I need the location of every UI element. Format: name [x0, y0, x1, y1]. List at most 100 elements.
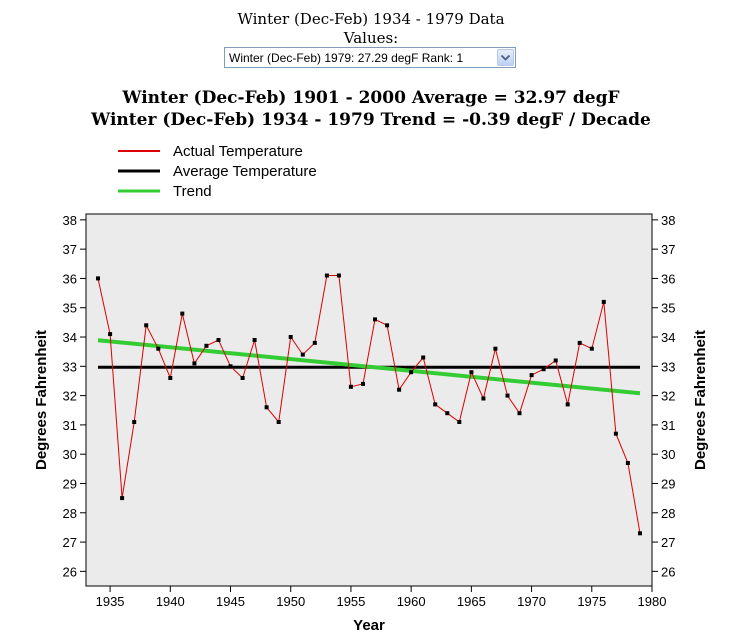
average-text: Winter (Dec-Feb) 1901 - 2000 Average = 3… [122, 88, 620, 108]
y-tick-label-right: 35 [661, 301, 675, 316]
y-axis-label-right: Degrees Fahrenheit [692, 330, 709, 470]
data-point [216, 338, 221, 342]
y-tick-label-right: 34 [661, 330, 675, 345]
legend-label: Average Temperature [173, 163, 317, 180]
data-point [613, 431, 618, 436]
data-point [324, 273, 329, 278]
y-tick-label-left: 30 [63, 447, 77, 462]
data-point [168, 376, 173, 380]
x-tick-label: 1960 [397, 594, 426, 609]
y-tick-label-left: 36 [63, 271, 77, 286]
data-point [433, 402, 438, 407]
y-tick-label-right: 27 [661, 535, 675, 550]
data-point [589, 346, 594, 351]
actual-temperature-line [97, 275, 641, 534]
x-tick-label: 1935 [96, 594, 125, 609]
values-label: Values: [343, 29, 399, 47]
data-point [288, 335, 293, 339]
data-point [553, 358, 558, 363]
data-point [120, 496, 125, 501]
data-point [373, 317, 377, 322]
y-tick-label-left: 35 [63, 301, 77, 316]
data-point [493, 346, 498, 351]
x-tick-label: 1970 [517, 594, 546, 609]
data-point [312, 340, 317, 345]
data-point [228, 364, 233, 369]
y-tick-label-right: 36 [661, 271, 675, 286]
data-point [445, 411, 450, 416]
data-point [108, 332, 113, 337]
y-tick-label-right: 32 [661, 389, 675, 404]
values-select-text: Winter (Dec-Feb) 1979: 27.29 degF Rank: … [229, 51, 464, 65]
y-tick-label-right: 38 [661, 213, 675, 228]
y-axis-label: Degrees Fahrenheit [33, 330, 50, 470]
y-tick-label-left: 32 [63, 389, 77, 404]
data-point [252, 338, 257, 342]
y-tick-label-right: 30 [661, 447, 675, 462]
trend-text: Winter (Dec-Feb) 1934 - 1979 Trend = -0.… [91, 110, 651, 130]
data-point [541, 367, 546, 372]
x-tick-label: 1975 [577, 594, 606, 609]
data-point [180, 311, 185, 316]
data-point [204, 343, 209, 348]
data-point [421, 355, 426, 360]
y-tick-label-right: 26 [661, 564, 675, 579]
y-tick-label-left: 34 [63, 330, 77, 345]
y-tick-label-left: 29 [63, 476, 77, 491]
legend-label: Trend [173, 183, 212, 200]
data-point [192, 361, 197, 366]
page-title: Winter (Dec-Feb) 1934 - 1979 Data [237, 10, 505, 28]
data-point [264, 405, 269, 410]
data-point [565, 402, 570, 407]
values-select[interactable]: Winter (Dec-Feb) 1979: 27.29 degF Rank: … [224, 47, 516, 68]
y-tick-label-left: 38 [63, 213, 77, 228]
data-point [481, 396, 486, 401]
data-point [638, 531, 642, 536]
data-point [361, 381, 365, 386]
data-point [577, 340, 582, 345]
y-tick-label-left: 27 [63, 535, 77, 550]
data-point [144, 323, 149, 328]
chevron-down-icon[interactable] [497, 49, 514, 66]
y-tick-label-right: 33 [661, 359, 675, 374]
x-tick-label: 1980 [638, 594, 667, 609]
data-point [240, 376, 245, 380]
data-point [300, 352, 305, 357]
data-point [409, 370, 414, 375]
data-point [457, 420, 462, 424]
data-point [625, 461, 630, 465]
trend-line [97, 338, 641, 396]
plot-area [85, 213, 653, 587]
y-tick-label-right: 31 [661, 418, 675, 433]
data-point [517, 411, 522, 416]
data-point [348, 384, 353, 389]
y-tick-label-left: 28 [63, 506, 77, 521]
data-point [505, 393, 510, 398]
data-point [132, 420, 137, 424]
x-tick-label: 1955 [336, 594, 365, 609]
data-point [96, 276, 100, 281]
y-tick-label-right: 28 [661, 506, 675, 521]
x-tick-label: 1945 [216, 594, 245, 609]
x-tick-label: 1965 [457, 594, 486, 609]
legend-label: Actual Temperature [173, 143, 303, 160]
data-point [529, 373, 534, 378]
y-tick-label-left: 31 [63, 418, 77, 433]
y-tick-label-right: 29 [661, 476, 675, 491]
data-point [385, 323, 390, 328]
chart-legend: Actual Temperature Average Temperature Tre… [118, 143, 317, 200]
data-point [397, 387, 402, 392]
data-point [276, 420, 281, 424]
x-tick-label: 1940 [156, 594, 185, 609]
x-tick-label: 1950 [276, 594, 305, 609]
data-point [336, 273, 341, 278]
y-tick-label-left: 26 [63, 564, 77, 579]
y-tick-label-right: 37 [661, 242, 675, 257]
y-tick-label-left: 33 [63, 359, 77, 374]
data-point [601, 299, 606, 304]
data-point [469, 370, 474, 375]
x-axis-label: Year [353, 617, 385, 634]
y-tick-label-left: 37 [63, 242, 77, 257]
data-point [156, 346, 161, 351]
